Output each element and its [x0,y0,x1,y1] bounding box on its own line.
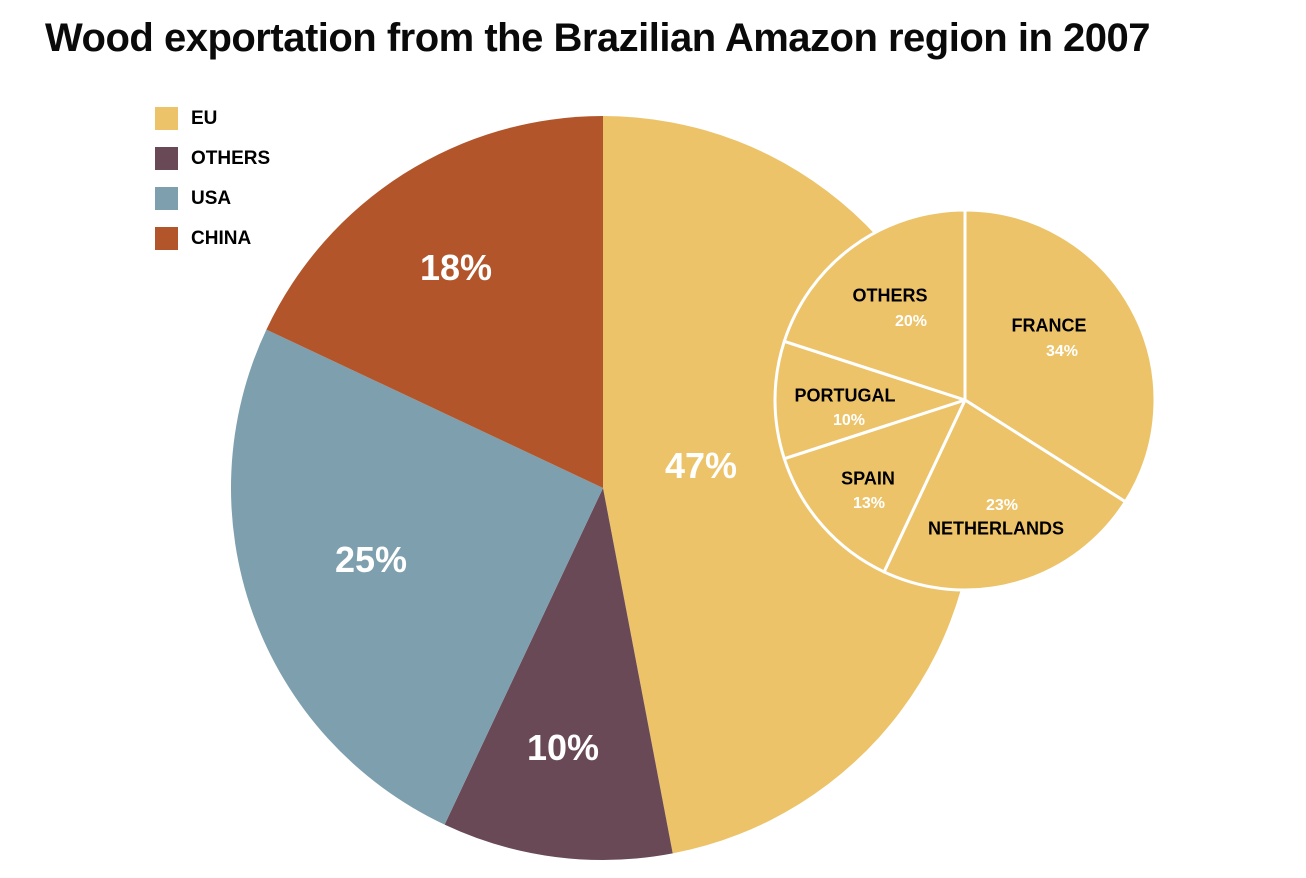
legend: EU OTHERS USA CHINA [155,107,270,250]
main-pie-value-others: 10% [526,727,600,768]
main-pie-slice-china [266,116,603,488]
legend-label-china: CHINA [191,227,252,249]
legend-label-eu: EU [191,107,218,129]
legend-label-others: OTHERS [191,147,271,169]
main-pie-value-china: 18% [419,247,493,288]
legend-label-usa: USA [191,187,232,209]
legend-item-china: CHINA [155,227,270,250]
eu-breakdown-name-spain: SPAIN [841,468,895,489]
legend-item-usa: USA [155,187,270,210]
eu-breakdown-name-others: OTHERS [852,285,928,306]
legend-swatch-usa [155,187,178,210]
legend-swatch-eu [155,107,178,130]
eu-breakdown-name-france: FRANCE [1011,315,1087,336]
eu-breakdown-slice-others [782,208,967,402]
legend-swatch-others [155,147,178,170]
main-pie-slice-usa [230,329,603,825]
eu-breakdown-slice-portugal [773,339,967,461]
eu-breakdown-name-portugal: PORTUGAL [794,385,896,406]
eu-breakdown-value-spain: 13% [852,495,886,512]
eu-breakdown-name-netherlands: NETHERLANDS [927,518,1065,539]
eu-breakdown-value-portugal: 10% [832,412,866,429]
legend-item-others: OTHERS [155,147,270,170]
eu-breakdown-value-others: 20% [894,313,928,330]
main-pie-slice-others [444,488,673,861]
main-pie-value-eu: 47% [664,445,738,486]
legend-swatch-china [155,227,178,250]
eu-breakdown-slice-spain [782,398,967,574]
chart-title: Wood exportation from the Brazilian Amaz… [45,16,1150,60]
eu-breakdown-value-netherlands: 23% [985,497,1019,514]
legend-item-eu: EU [155,107,270,130]
main-pie-value-usa: 25% [334,539,408,580]
eu-breakdown-value-france: 34% [1045,343,1079,360]
eu-breakdown-slice-netherlands [882,398,1127,592]
